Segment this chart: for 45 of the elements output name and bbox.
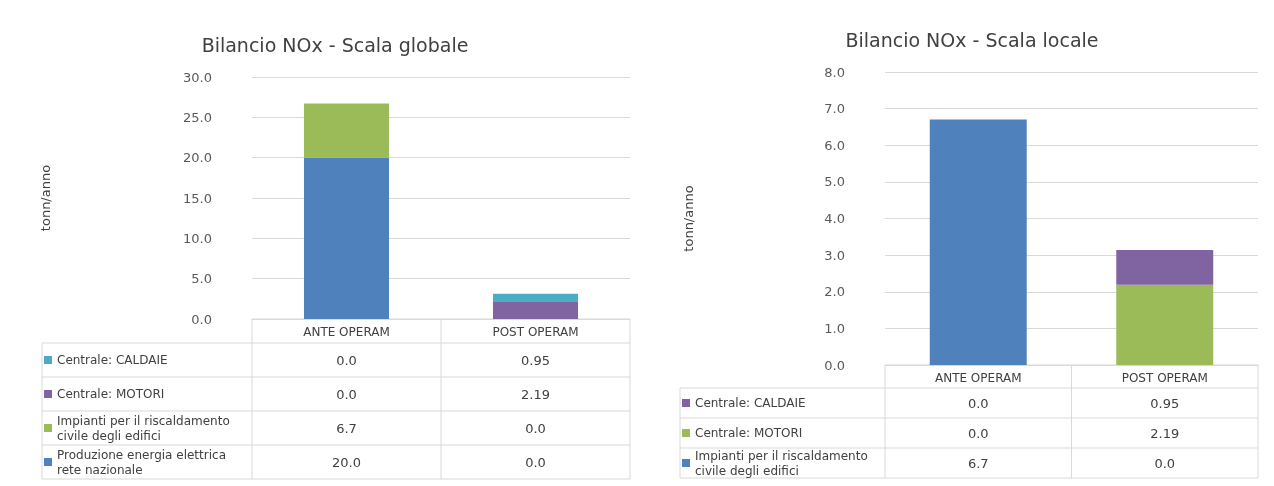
y-axis-title: tonn/anno <box>38 164 53 232</box>
y-tick-label: 25.0 <box>183 109 212 125</box>
chart-title: Bilancio NOx - Scala locale <box>845 28 1099 51</box>
data-label: 0.95 <box>521 352 550 368</box>
data-label: 0.0 <box>525 454 546 470</box>
y-tick-label: 7.0 <box>824 101 845 117</box>
chart-title: Bilancio NOx - Scala globale <box>201 33 469 56</box>
legend-label: Produzione energia elettrica rete nazionale <box>57 447 230 477</box>
y-tick-label: 6.0 <box>824 137 845 153</box>
data-label: 0.0 <box>1154 455 1176 471</box>
y-tick-label: 5.0 <box>191 271 212 287</box>
data-label: 6.7 <box>336 420 357 436</box>
y-tick-label: 0.0 <box>824 357 845 373</box>
y-tick-label: 15.0 <box>183 190 212 206</box>
y-tick-label: 20.0 <box>183 150 212 166</box>
y-tick-label: 2.0 <box>824 284 845 300</box>
y-tick-label: 10.0 <box>183 230 212 246</box>
x-tick-label: ANTE OPERAM <box>934 371 1022 385</box>
x-tick-label: POST OPERAM <box>492 325 579 339</box>
y-tick-label: 8.0 <box>824 64 845 80</box>
legend-label: Centrale: MOTORI <box>57 387 165 401</box>
legend-label: Centrale: CALDAIE <box>57 353 168 367</box>
data-label: 0.0 <box>525 420 546 436</box>
legend-label: Impianti per il riscaldamento civile degli edifici <box>57 413 234 443</box>
y-tick-label: 1.0 <box>824 320 845 336</box>
data-label: 2.19 <box>1150 425 1180 441</box>
data-label: 0.95 <box>1150 395 1180 411</box>
data-label: 0.0 <box>336 386 357 402</box>
data-label: 0.0 <box>967 395 989 411</box>
x-tick-label: ANTE OPERAM <box>303 325 390 339</box>
y-tick-label: 5.0 <box>824 174 845 190</box>
legend-label: Centrale: CALDAIE <box>695 396 806 410</box>
data-label: 6.7 <box>967 455 989 471</box>
data-label: 0.0 <box>336 352 357 368</box>
legend-label: Centrale: MOTORI <box>695 426 803 440</box>
y-tick-label: 0.0 <box>191 311 212 327</box>
data-label: 20.0 <box>332 454 361 470</box>
data-label: 0.0 <box>967 425 989 441</box>
y-tick-label: 30.0 <box>183 69 212 85</box>
data-label: 2.19 <box>521 386 550 402</box>
y-tick-label: 4.0 <box>824 211 845 226</box>
y-tick-label: 3.0 <box>824 247 845 263</box>
y-axis-title: tonn/anno <box>681 185 696 252</box>
legend-label: Impianti per il riscaldamento civile degli edifici <box>695 448 872 478</box>
x-tick-label: POST OPERAM <box>1121 371 1208 385</box>
